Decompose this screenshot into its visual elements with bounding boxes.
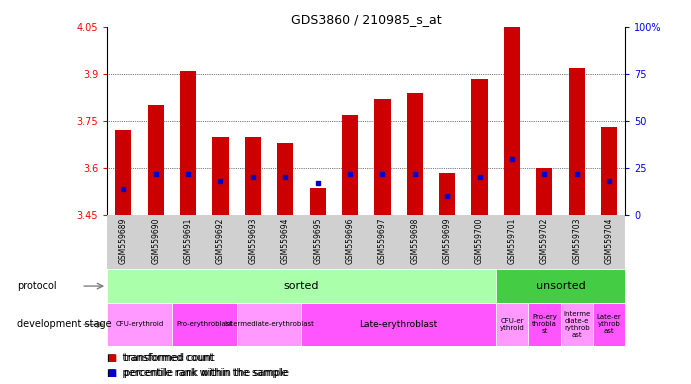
Text: Pro-ery
throbla
st: Pro-ery throbla st bbox=[532, 314, 557, 334]
Bar bbox=[375, 99, 390, 215]
Text: GSM559700: GSM559700 bbox=[475, 218, 484, 264]
Text: GSM559704: GSM559704 bbox=[605, 218, 614, 264]
Bar bbox=[148, 105, 164, 215]
Text: GSM559692: GSM559692 bbox=[216, 218, 225, 264]
Bar bbox=[536, 168, 553, 215]
Bar bbox=[277, 143, 294, 215]
Text: GSM559689: GSM559689 bbox=[119, 218, 128, 264]
Text: Interme
diate-e
rythrob
ast: Interme diate-e rythrob ast bbox=[563, 311, 590, 338]
Text: GSM559690: GSM559690 bbox=[151, 218, 160, 264]
Text: Late-er
ythrob
ast: Late-er ythrob ast bbox=[597, 314, 621, 334]
Bar bbox=[496, 269, 625, 303]
Text: GSM559703: GSM559703 bbox=[572, 218, 581, 264]
Bar bbox=[528, 303, 560, 346]
Text: GSM559697: GSM559697 bbox=[378, 218, 387, 264]
Text: Pro-erythroblast: Pro-erythroblast bbox=[176, 321, 232, 328]
Title: GDS3860 / 210985_s_at: GDS3860 / 210985_s_at bbox=[291, 13, 442, 26]
Bar bbox=[107, 303, 172, 346]
Text: CFU-erythroid: CFU-erythroid bbox=[115, 321, 164, 328]
Bar bbox=[245, 137, 261, 215]
Text: CFU-er
ythroid: CFU-er ythroid bbox=[500, 318, 524, 331]
Text: development stage: development stage bbox=[17, 319, 112, 329]
Bar bbox=[407, 93, 423, 215]
Text: transformed count: transformed count bbox=[124, 353, 215, 363]
Text: Intermediate-erythroblast: Intermediate-erythroblast bbox=[224, 321, 314, 328]
Text: ■  percentile rank within the sample: ■ percentile rank within the sample bbox=[107, 368, 287, 378]
Bar bbox=[180, 71, 196, 215]
Text: unsorted: unsorted bbox=[536, 281, 585, 291]
Bar bbox=[310, 189, 325, 215]
Text: GSM559702: GSM559702 bbox=[540, 218, 549, 264]
Bar bbox=[471, 79, 488, 215]
Text: Late-erythroblast: Late-erythroblast bbox=[359, 320, 437, 329]
Bar bbox=[496, 303, 528, 346]
Text: GSM559693: GSM559693 bbox=[248, 218, 257, 264]
Text: sorted: sorted bbox=[284, 281, 319, 291]
Text: GSM559698: GSM559698 bbox=[410, 218, 419, 264]
Bar bbox=[342, 115, 358, 215]
Text: GSM559694: GSM559694 bbox=[281, 218, 290, 264]
Bar bbox=[569, 68, 585, 215]
Text: ■  transformed count: ■ transformed count bbox=[107, 353, 214, 363]
Bar bbox=[107, 269, 496, 303]
Bar bbox=[593, 303, 625, 346]
Text: GSM559696: GSM559696 bbox=[346, 218, 354, 264]
Bar bbox=[301, 303, 496, 346]
Bar bbox=[560, 303, 593, 346]
Text: GSM559695: GSM559695 bbox=[313, 218, 322, 264]
Text: percentile rank within the sample: percentile rank within the sample bbox=[124, 368, 290, 378]
Bar bbox=[601, 127, 617, 215]
Bar bbox=[439, 173, 455, 215]
Text: ■: ■ bbox=[107, 368, 116, 378]
Bar bbox=[504, 27, 520, 215]
Bar bbox=[115, 130, 131, 215]
Bar bbox=[172, 303, 236, 346]
Text: protocol: protocol bbox=[17, 281, 57, 291]
Bar bbox=[236, 303, 301, 346]
Bar bbox=[212, 137, 229, 215]
Text: GSM559701: GSM559701 bbox=[507, 218, 516, 264]
Text: GSM559699: GSM559699 bbox=[443, 218, 452, 264]
Text: GSM559691: GSM559691 bbox=[184, 218, 193, 264]
Text: ■: ■ bbox=[107, 353, 116, 363]
